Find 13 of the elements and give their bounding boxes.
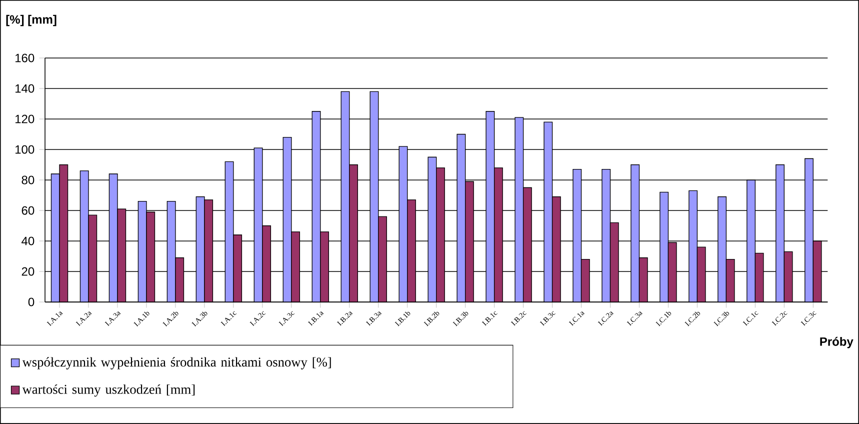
y-tick-label: 60 xyxy=(22,206,34,215)
y-tick-label: 40 xyxy=(22,236,34,246)
y-axis-title: [%] [mm] xyxy=(6,14,56,26)
y-tick-label: 20 xyxy=(22,267,34,276)
y-tick-label: 0 xyxy=(28,298,34,306)
y-tick-label: 160 xyxy=(16,54,34,62)
legend-label: wartości sumy uszkodzeń [mm] xyxy=(22,384,195,397)
y-tick-label: 80 xyxy=(22,176,34,184)
legend-label: współczynnik wypełnienia środnika nitkami osnowy [%] xyxy=(22,357,331,370)
y-tick-label: 100 xyxy=(16,145,34,154)
y-tick-label: 140 xyxy=(16,84,34,93)
y-tick-label: 120 xyxy=(16,114,34,124)
x-axis-title: Próby xyxy=(820,336,854,348)
